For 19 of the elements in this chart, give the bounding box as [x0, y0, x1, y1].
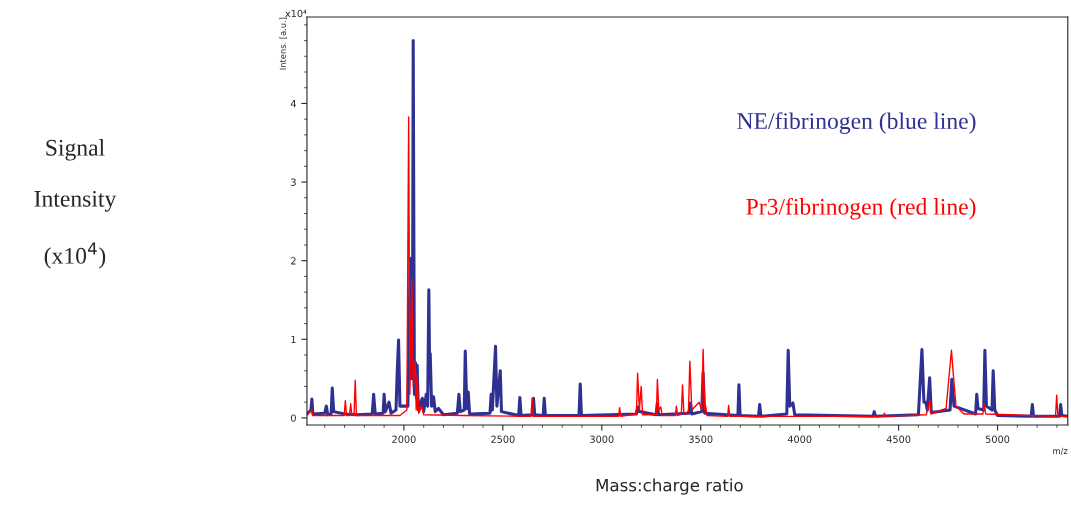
- y-tick-label: 3: [291, 178, 296, 186]
- y-tick-label: 0: [290, 414, 296, 422]
- text: Signal Intensity (x10$^{4}$): [34, 139, 117, 269]
- x-tick-label: 2500: [491, 435, 515, 443]
- x-axis-title: m/z: [1053, 447, 1068, 455]
- text: Mass:charge ratio: [596, 478, 743, 495]
- x-tick-label: 3000: [590, 435, 614, 443]
- y-tick-label: 4: [290, 100, 296, 108]
- text: x10⁴: [285, 9, 307, 18]
- x-tick-label: 4000: [787, 435, 812, 443]
- text: NE/fibrinogen (blue line): [737, 112, 976, 134]
- y-tick-label: 1: [291, 335, 296, 343]
- y-axis-title: Intens. [a.u.]: [279, 17, 287, 70]
- y-tick-label: 2: [291, 257, 296, 265]
- x-tick-label: 5000: [985, 435, 1010, 443]
- x-tick-label: 4500: [886, 435, 911, 443]
- x-tick-label: 3500: [689, 435, 713, 443]
- text: Pr3/fibrinogen (red line): [746, 197, 976, 220]
- x-tick-label: 2000: [392, 435, 416, 443]
